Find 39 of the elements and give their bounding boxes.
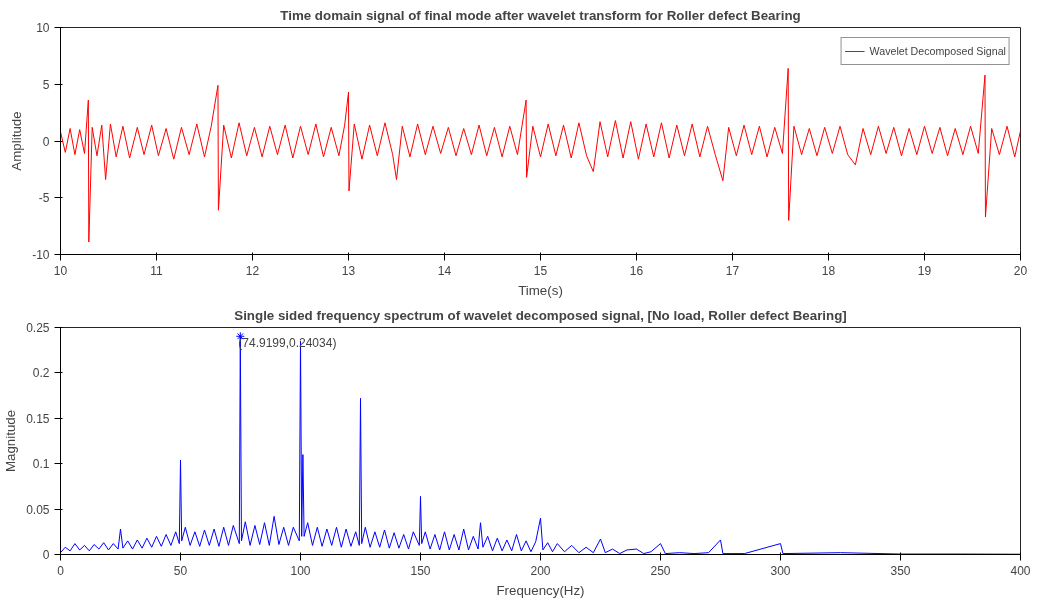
x-tick-label: 16 (629, 263, 644, 278)
y-tick-label: 0 (42, 134, 50, 149)
x-tick-label: 350 (890, 563, 911, 578)
x-tick-label: 13 (341, 263, 356, 278)
y-tick-label: -10 (32, 248, 50, 262)
y-tick-label: -5 (38, 191, 50, 206)
y-tick-label: 0 (42, 548, 50, 562)
x-tick-label: 19 (917, 263, 932, 278)
y-tick-label: 0.05 (26, 502, 50, 517)
chart-title: Time domain signal of final mode after wavelet transform for Roller defect Bearing (280, 7, 801, 23)
y-tick-label: 0.25 (26, 321, 50, 335)
x-axis-title: Time(s) (518, 282, 563, 298)
x-tick-label: 250 (650, 563, 671, 578)
x-tick-label: 17 (725, 263, 740, 278)
x-tick-label: 14 (437, 263, 452, 278)
y-tick-label: 0.2 (32, 366, 50, 381)
x-tick-label: 200 (530, 563, 551, 578)
line-series (60, 67, 1021, 243)
y-tick-label: 5 (42, 77, 50, 92)
x-tick-label: 50 (173, 563, 188, 578)
legend-label: Wavelet Decomposed Signal (869, 45, 1006, 57)
chart-title: Single sided frequency spectrum of wavelet decomposed signal, [No load, Roller defect Bearing] (234, 307, 847, 323)
x-tick-label: 11 (150, 263, 164, 278)
x-tick-label: 20 (1013, 263, 1028, 278)
x-tick-label: 10 (53, 263, 68, 278)
x-tick-label: 400 (1010, 563, 1031, 578)
x-tick-label: 0 (57, 563, 65, 578)
y-tick-label: 10 (36, 21, 50, 35)
x-tick-label: 15 (533, 263, 548, 278)
x-tick-label: 18 (821, 263, 836, 278)
y-axis-title: Magnitude (3, 409, 19, 473)
x-tick-label: 300 (770, 563, 791, 578)
y-axis-title: Amplitude (9, 111, 25, 171)
x-axis-title: Frequency(Hz) (496, 582, 585, 598)
y-tick-label: 0.15 (26, 411, 50, 426)
x-tick-label: 150 (410, 563, 431, 578)
x-tick-label: 100 (290, 563, 311, 578)
x-tick-label: 12 (245, 263, 260, 278)
y-tick-label: 0.1 (32, 457, 50, 472)
